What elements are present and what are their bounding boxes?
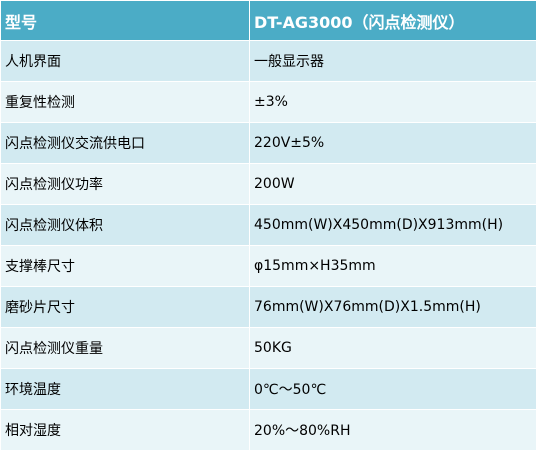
spec-label: 闪点检测仪重量: [0, 327, 250, 369]
spec-label: 闪点检测仪体积: [0, 204, 250, 246]
spec-value: 220V±5%: [249, 122, 537, 164]
table-row: 闪点检测仪功率 200W: [0, 163, 537, 205]
table-row: 人机界面 一般显示器: [0, 40, 537, 82]
spec-value: ±3%: [249, 81, 537, 123]
spec-label: 闪点检测仪功率: [0, 163, 250, 205]
table-header: 型号 DT-AG3000（闪点检测仪）: [0, 0, 537, 41]
spec-value: 20%～80%RH: [249, 409, 537, 451]
spec-label: 重复性检测: [0, 81, 250, 123]
table-row: 重复性检测 ±3%: [0, 81, 537, 123]
table-row: 相对湿度 20%～80%RH: [0, 409, 537, 451]
header-cell-model-value: DT-AG3000（闪点检测仪）: [249, 0, 537, 41]
spec-value: 76mm(W)X76mm(D)X1.5mm(H): [249, 286, 537, 328]
spec-value: 一般显示器: [249, 40, 537, 82]
spec-label: 相对湿度: [0, 409, 250, 451]
table-row: 环境温度 0℃～50℃: [0, 368, 537, 410]
spec-value: 200W: [249, 163, 537, 205]
header-row: 型号 DT-AG3000（闪点检测仪）: [0, 0, 537, 41]
table-row: 闪点检测仪体积 450mm(W)X450mm(D)X913mm(H): [0, 204, 537, 246]
spec-label: 环境温度: [0, 368, 250, 410]
table-row: 支撑棒尺寸 φ15mm×H35mm: [0, 245, 537, 287]
spec-label: 磨砂片尺寸: [0, 286, 250, 328]
table-row: 磨砂片尺寸 76mm(W)X76mm(D)X1.5mm(H): [0, 286, 537, 328]
spec-value: 50KG: [249, 327, 537, 369]
table-row: 闪点检测仪重量 50KG: [0, 327, 537, 369]
spec-label: 闪点检测仪交流供电口: [0, 122, 250, 164]
spec-label: 支撑棒尺寸: [0, 245, 250, 287]
spec-table: 型号 DT-AG3000（闪点检测仪） 人机界面 一般显示器 重复性检测 ±3%…: [0, 0, 537, 451]
spec-label: 人机界面: [0, 40, 250, 82]
spec-value: 450mm(W)X450mm(D)X913mm(H): [249, 204, 537, 246]
table-row: 闪点检测仪交流供电口 220V±5%: [0, 122, 537, 164]
spec-value: φ15mm×H35mm: [249, 245, 537, 287]
header-cell-model-label: 型号: [0, 0, 250, 41]
table-body: 人机界面 一般显示器 重复性检测 ±3% 闪点检测仪交流供电口 220V±5% …: [0, 40, 537, 451]
spec-value: 0℃～50℃: [249, 368, 537, 410]
